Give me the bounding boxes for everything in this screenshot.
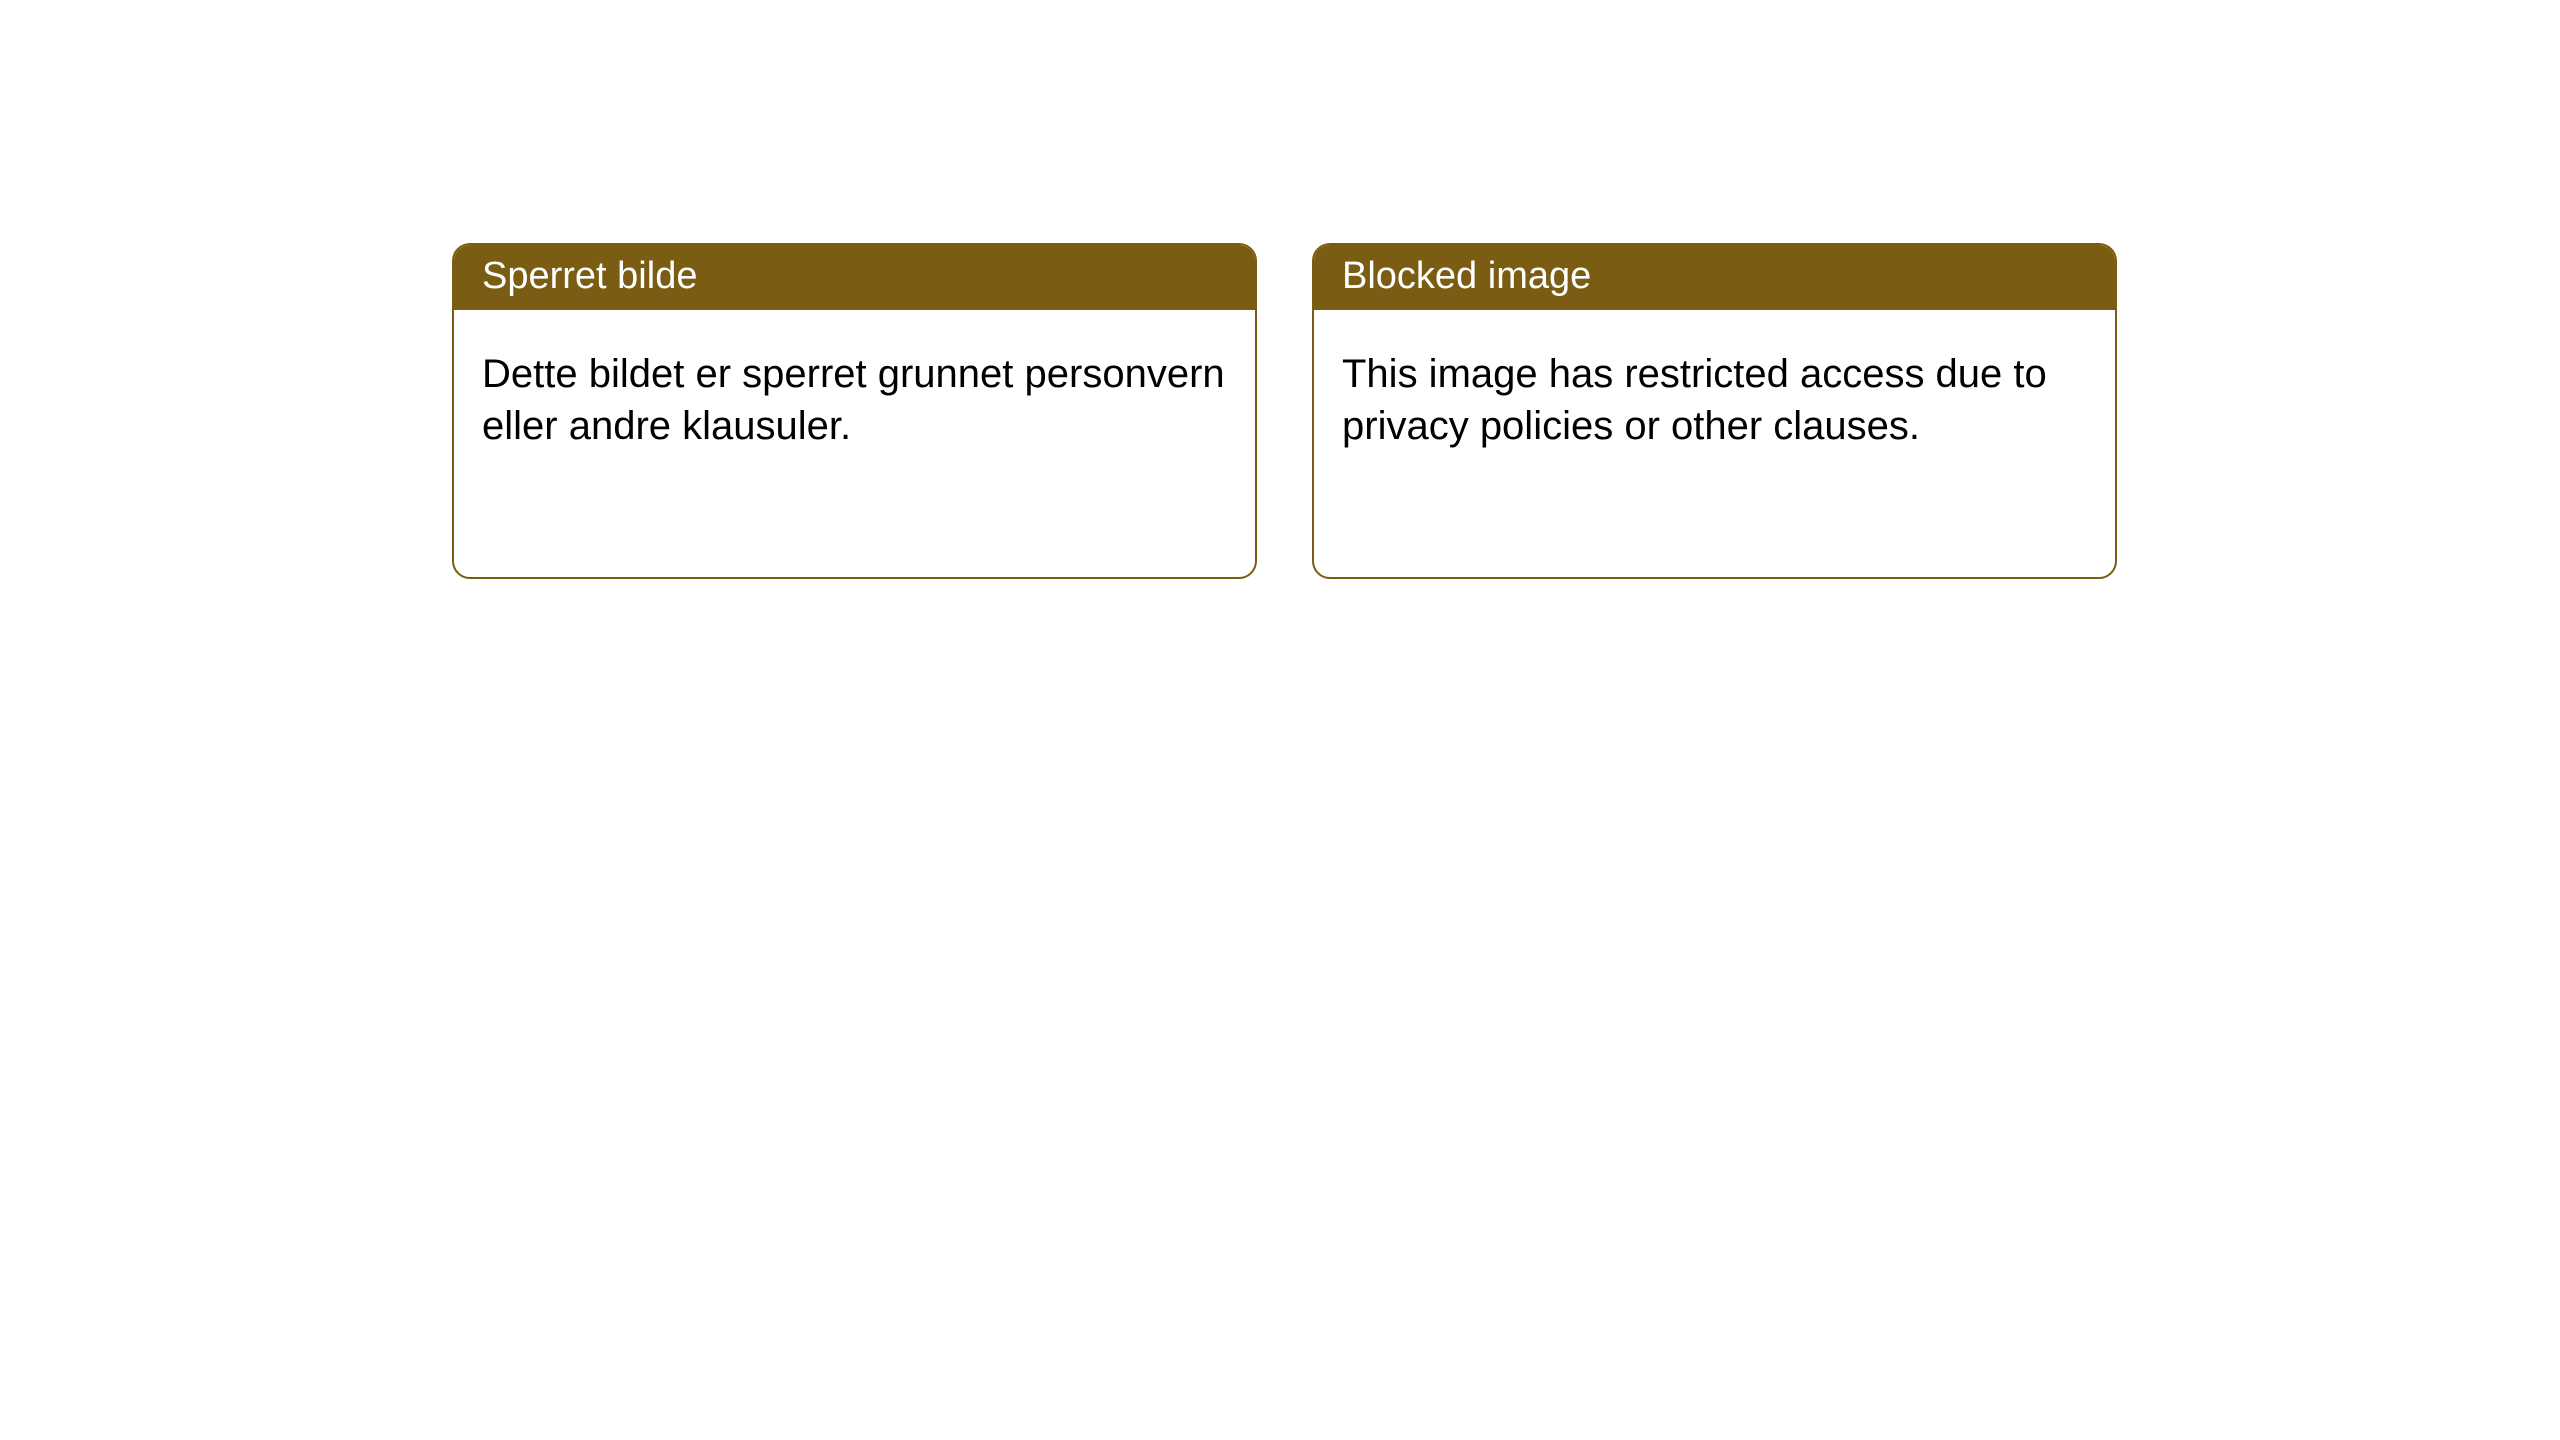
- card-header-en: Blocked image: [1314, 245, 2115, 310]
- card-title-en: Blocked image: [1342, 255, 1591, 297]
- card-message-no: Dette bildet er sperret grunnet personve…: [482, 352, 1225, 448]
- card-header-no: Sperret bilde: [454, 245, 1255, 310]
- card-body-en: This image has restricted access due to …: [1314, 310, 2115, 490]
- blocked-image-card-en: Blocked image This image has restricted …: [1312, 243, 2117, 579]
- card-message-en: This image has restricted access due to …: [1342, 352, 2047, 448]
- card-title-no: Sperret bilde: [482, 255, 697, 297]
- card-body-no: Dette bildet er sperret grunnet personve…: [454, 310, 1255, 490]
- blocked-image-notices: Sperret bilde Dette bildet er sperret gr…: [0, 0, 2560, 579]
- blocked-image-card-no: Sperret bilde Dette bildet er sperret gr…: [452, 243, 1257, 579]
